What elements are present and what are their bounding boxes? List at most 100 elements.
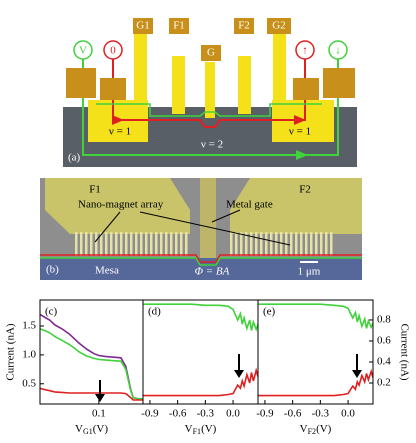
x-tick-label: -0.3 <box>312 408 330 420</box>
pillar <box>165 232 168 256</box>
y-tick-label: 0.2 <box>377 377 391 389</box>
x-axis-label-part: F2 <box>308 427 316 436</box>
pillar <box>140 232 143 256</box>
gate-finger <box>238 56 251 114</box>
pillar <box>265 232 268 256</box>
pointer <box>139 211 291 246</box>
pillar <box>105 232 108 256</box>
y-tick-label: 0.4 <box>377 356 391 368</box>
pointer <box>94 211 121 243</box>
pillar <box>125 232 128 256</box>
pillar <box>135 232 138 256</box>
panel-b: F1 F2 Nano-magnet array Metal gate (b) M… <box>40 178 362 280</box>
label: Metal gate <box>226 199 273 211</box>
x-axis-label-part: G1 <box>83 427 93 436</box>
gate-finger <box>205 62 215 118</box>
pillar <box>130 232 133 256</box>
x-tick-label: -0.9 <box>141 408 159 420</box>
panel-label: (b) <box>46 264 59 276</box>
pillar <box>315 232 318 256</box>
pillar <box>145 232 148 256</box>
pillar <box>290 232 293 256</box>
pillar <box>150 232 153 256</box>
data-line <box>258 303 373 330</box>
x-axis-label-part: V <box>75 423 83 435</box>
pointer <box>211 209 241 223</box>
label: F1 <box>89 184 101 196</box>
pillar <box>175 232 178 256</box>
data-line <box>40 387 143 401</box>
gate-finger <box>134 34 147 114</box>
data-line <box>40 328 143 400</box>
plot-frame <box>257 299 374 405</box>
pillar <box>275 232 278 256</box>
x-tick-label: -0.6 <box>169 408 187 420</box>
plot <box>143 303 258 397</box>
y-tick-label: 0.5 <box>22 377 36 389</box>
mesa-region <box>40 258 362 280</box>
panel-label: (d) <box>148 306 161 318</box>
data-line <box>143 303 258 332</box>
contact-label: V <box>79 45 87 57</box>
gate-pad <box>234 18 254 34</box>
gate-pad <box>169 18 189 34</box>
panel-a: V 0 ↑ ↓ G1 F1 G F2 G2 ν = 1 ν = 1 ν = 2 … <box>63 18 357 167</box>
pillar <box>110 232 113 256</box>
pillar <box>320 232 323 256</box>
nano-magnet-array <box>75 232 333 256</box>
pillar <box>325 232 328 256</box>
contact <box>66 68 96 98</box>
x-tick-label: -0.6 <box>284 408 302 420</box>
arrow <box>296 150 308 160</box>
x-axis-label-part: V <box>185 423 193 435</box>
metal-gate <box>200 178 216 258</box>
pillar <box>75 232 78 256</box>
panel-label: (c) <box>45 306 58 318</box>
filling-label: ν = 1 <box>289 126 311 138</box>
edge-channel <box>112 100 306 128</box>
pillar <box>300 232 303 256</box>
pillar <box>180 232 183 256</box>
filling-label: ν = 2 <box>201 139 223 151</box>
label: F2 <box>299 184 311 196</box>
plot <box>258 303 373 397</box>
contact <box>100 78 126 100</box>
y-tick-label: 0.8 <box>377 313 391 325</box>
pillar <box>90 232 93 256</box>
label: 1 μm <box>298 266 321 278</box>
gate-label: G1 <box>136 20 149 32</box>
data-line <box>143 367 258 397</box>
gate-pad <box>267 18 291 34</box>
pillar <box>95 232 98 256</box>
contact-circle <box>103 40 123 60</box>
gate-pad <box>201 45 221 61</box>
pillar <box>240 232 243 256</box>
plot <box>40 313 143 401</box>
x-tick-label: 0.0 <box>341 408 355 420</box>
pillar <box>255 232 258 256</box>
label: Mesa <box>95 265 119 277</box>
gate-label: F2 <box>238 20 250 32</box>
contact-circle <box>328 40 348 60</box>
label: Φ = BA <box>195 266 230 278</box>
x-axis-label: VG1(V) <box>75 423 108 436</box>
pillar <box>330 232 333 256</box>
gate-label: G <box>207 47 215 59</box>
pillar <box>115 232 118 256</box>
contact-circle <box>73 40 93 60</box>
pillar <box>80 232 83 256</box>
panel-label: (a) <box>68 152 81 164</box>
pillar <box>270 232 273 256</box>
pillar <box>260 232 263 256</box>
pillar <box>85 232 88 256</box>
pillar <box>170 232 173 256</box>
y-axis-label: Current (nA) <box>398 323 410 380</box>
contact-label: 0 <box>110 45 116 57</box>
pillar <box>250 232 253 256</box>
edge-channel <box>82 98 339 156</box>
gate-finger <box>273 34 286 114</box>
contact <box>323 68 355 98</box>
y-tick-label: 0.6 <box>377 335 391 347</box>
data-line <box>40 313 143 400</box>
